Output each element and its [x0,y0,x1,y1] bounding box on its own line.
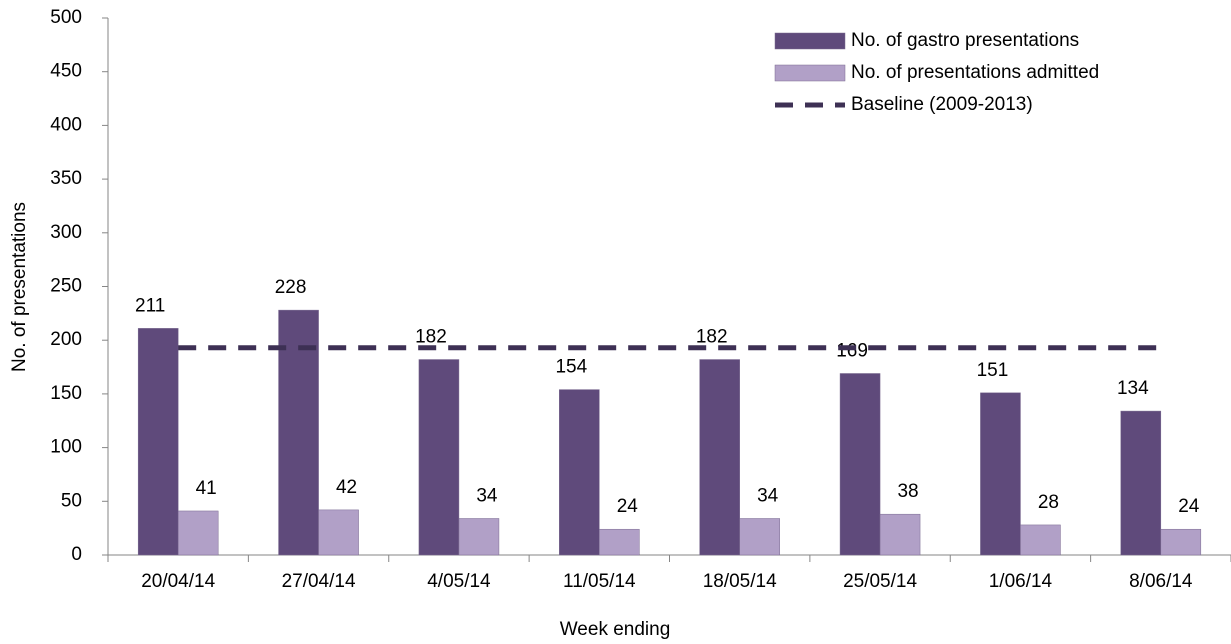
bar [879,513,921,556]
bar [699,359,740,556]
x-tick-label: 4/05/14 [427,571,491,592]
x-tick-label: 25/05/14 [843,571,917,592]
bar [739,518,780,556]
y-tick-label: 50 [61,490,82,511]
legend-swatch [774,32,846,50]
y-tick-label: 200 [50,329,82,350]
bar [1120,410,1162,556]
bar [1020,524,1061,556]
y-tick-label: 400 [50,114,82,135]
y-tick-label: 0 [71,544,82,565]
data-label: 134 [1117,378,1149,399]
data-label: 182 [696,327,728,348]
bar [599,528,640,556]
data-label: 41 [196,478,217,499]
legend-label: Baseline (2009-2013) [851,94,1033,115]
x-axis-title: Week ending [560,619,671,640]
legend-label: No. of presentations admitted [851,62,1099,83]
x-tick-label: 27/04/14 [282,571,356,592]
y-axis-title: No. of presentations [9,202,30,372]
data-label: 169 [836,341,868,362]
x-tick-label: 20/04/14 [141,571,215,592]
data-label: 34 [476,485,498,506]
bar [559,389,600,556]
bar [137,328,179,556]
x-tick-label: 18/05/14 [703,571,777,592]
y-tick-label: 300 [50,222,82,243]
x-tick-label: 1/06/14 [989,571,1053,592]
x-tick-label: 8/06/14 [1129,571,1193,592]
data-label: 228 [275,277,307,298]
y-tick-label: 500 [50,7,82,28]
data-label: 24 [1178,496,1200,517]
y-tick-label: 350 [50,168,82,189]
bar [1160,528,1202,556]
data-label: 211 [135,295,165,316]
data-label: 28 [1038,492,1059,513]
bar [980,392,1021,556]
bar [177,510,219,556]
data-label: 154 [555,357,587,378]
data-label: 24 [617,496,639,517]
bar [418,359,460,556]
data-label: 182 [415,327,447,348]
data-label: 151 [977,360,1009,381]
bar [839,373,881,556]
bar [278,309,319,556]
data-label: 38 [897,481,918,502]
bar [458,518,500,556]
y-tick-label: 450 [50,61,82,82]
y-tick-label: 100 [50,437,82,458]
legend-label: No. of gastro presentations [851,30,1079,51]
y-tick-label: 250 [50,276,82,297]
bar [318,509,359,556]
legend-swatch [774,64,846,82]
data-label: 34 [757,485,779,506]
y-tick-label: 150 [50,383,82,404]
x-tick-label: 11/05/14 [563,571,636,592]
data-label: 42 [336,477,357,498]
